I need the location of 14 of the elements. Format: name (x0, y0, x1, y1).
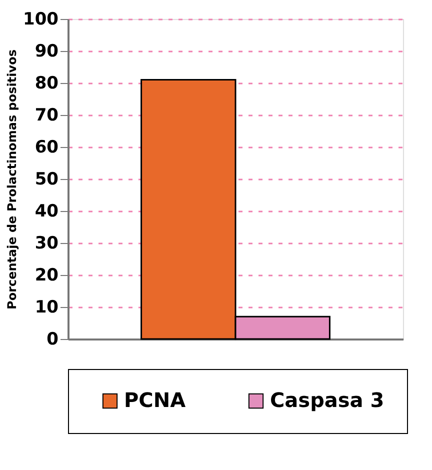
legend-label: Caspasa 3 (270, 388, 384, 412)
y-tick-label: 70 (34, 106, 59, 126)
y-tick-label: 80 (34, 74, 59, 94)
y-tick-label: 10 (34, 298, 59, 318)
y-tick-label: 30 (34, 234, 59, 254)
y-tick-label: 50 (34, 170, 59, 190)
y-tick-label: 60 (34, 138, 59, 158)
y-tick-label: 100 (23, 10, 59, 30)
legend-label: PCNA (124, 388, 186, 412)
y-tick-label: 20 (34, 266, 59, 286)
y-tick-label: 90 (34, 42, 59, 62)
y-tick-label: 0 (46, 330, 59, 350)
y-axis-title: Porcentaje de Prolactinomas positivos (5, 50, 20, 310)
y-tick-label: 40 (34, 202, 59, 222)
